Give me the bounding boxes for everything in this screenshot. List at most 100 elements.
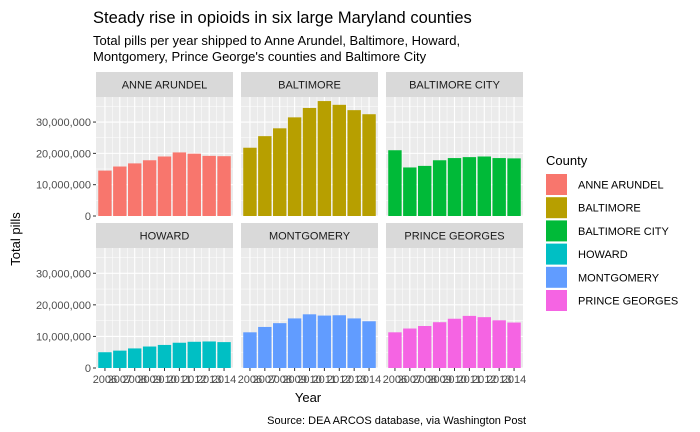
- bar: [202, 341, 216, 368]
- bar: [273, 128, 287, 216]
- legend-key: [546, 266, 567, 288]
- facet-strip-label: ANNE ARUNDEL: [122, 80, 208, 92]
- bar: [258, 136, 272, 216]
- bar: [447, 318, 462, 368]
- x-tick-label: 2010: [152, 374, 176, 386]
- legend-label: MONTGOMERY: [578, 272, 660, 284]
- facet-strip-label: BALTIMORE: [278, 80, 341, 92]
- x-axis-title: Year: [295, 390, 322, 405]
- bars: [388, 315, 521, 368]
- x-tick-label: 2009: [137, 374, 161, 386]
- bar: [128, 163, 142, 216]
- bars: [98, 341, 231, 368]
- bar: [317, 101, 332, 216]
- x-tick-label: 2012: [472, 374, 496, 386]
- legend-key: [546, 290, 567, 311]
- bar: [462, 157, 477, 216]
- bar: [388, 150, 402, 216]
- legend-title: County: [546, 153, 588, 168]
- legend-key: [546, 220, 567, 242]
- x-tick-label: 2007: [398, 374, 422, 386]
- legend-key: [546, 174, 567, 195]
- y-tick-label: 10,000,000: [36, 180, 91, 192]
- bar: [157, 156, 172, 216]
- bar: [403, 328, 417, 368]
- bar: [258, 326, 272, 368]
- bar: [98, 352, 112, 368]
- bars: [243, 314, 376, 368]
- bar: [477, 156, 491, 216]
- y-tick-label: 30,000,000: [36, 268, 91, 280]
- facet-strip: [241, 223, 378, 248]
- bar: [243, 147, 257, 216]
- bar: [317, 315, 332, 368]
- bar: [403, 167, 417, 216]
- bar: [273, 323, 287, 368]
- bar: [492, 158, 506, 216]
- bar: [418, 165, 432, 216]
- facet-strip: [241, 72, 378, 97]
- x-tick-label: 2011: [458, 374, 482, 386]
- x-tick-label: 2010: [297, 374, 321, 386]
- bar: [347, 318, 361, 368]
- x-tick-label: 2010: [442, 374, 466, 386]
- x-tick-label: 2007: [108, 374, 132, 386]
- chart-subtitle-line-1: Total pills per year shipped to Anne Aru…: [93, 33, 460, 48]
- bar: [142, 160, 157, 216]
- bar: [142, 346, 157, 368]
- facet-baltimore: BALTIMORE: [241, 72, 378, 217]
- bar: [432, 322, 447, 368]
- legend-label: BALTIMORE: [578, 203, 641, 215]
- facet-strip: [96, 72, 233, 97]
- x-tick-label: 2013: [487, 374, 511, 386]
- y-tick-label: 30,000,000: [36, 117, 91, 129]
- bar: [447, 158, 462, 216]
- chart-subtitle-line-2: Montgomery, Prince George's counties and…: [93, 49, 427, 64]
- facet-strip-label: HOWARD: [140, 231, 190, 243]
- x-tick-label: 2013: [342, 374, 366, 386]
- bar: [507, 158, 521, 216]
- legend-key: [546, 243, 567, 265]
- bar: [217, 342, 231, 368]
- bar: [332, 315, 346, 368]
- x-tick-label: 2012: [327, 374, 351, 386]
- x-tick-label: 2009: [427, 374, 451, 386]
- facet-howard: HOWARD: [96, 223, 233, 369]
- facet-prince-georges: PRINCE GEORGES: [386, 223, 523, 369]
- facet-baltimore-city: BALTIMORE CITY: [386, 72, 523, 217]
- chart-caption: Source: DEA ARCOS database, via Washingt…: [267, 415, 526, 427]
- y-axis-title: Total pills: [8, 212, 23, 266]
- bar: [217, 156, 231, 216]
- x-tick-label: 2009: [282, 374, 306, 386]
- x-tick-label: 2007: [253, 374, 277, 386]
- x-tick-label: 2011: [168, 374, 192, 386]
- legend: County ANNE ARUNDEL BALTIMORE BALTIMORE CI…: [546, 153, 678, 311]
- facet-strip-label: BALTIMORE CITY: [409, 80, 501, 92]
- bar: [507, 322, 521, 368]
- bar: [287, 117, 302, 216]
- bar: [172, 152, 187, 216]
- x-tick-label: 2011: [313, 374, 337, 386]
- bar: [332, 104, 346, 216]
- bar: [157, 344, 172, 368]
- x-tick-label: 2006: [93, 374, 117, 386]
- y-axis-ticks: 0 10,000,000 20,000,000 30,000,000 0 10,000,0…: [36, 117, 96, 375]
- x-tick-label: 2008: [122, 374, 146, 386]
- bars: [388, 150, 521, 216]
- x-tick-label: 2008: [412, 374, 436, 386]
- bar: [418, 326, 432, 368]
- chart-title: Steady rise in opioids in six large Mary…: [93, 9, 472, 27]
- bar: [202, 155, 216, 216]
- legend-label: BALTIMORE CITY: [578, 226, 670, 238]
- bar: [187, 153, 201, 216]
- bar: [243, 332, 257, 368]
- gridlines: [96, 248, 233, 369]
- x-tick-label: 2006: [238, 374, 262, 386]
- y-tick-label: 10,000,000: [36, 331, 91, 343]
- facet-montgomery: MONTGOMERY: [241, 223, 378, 369]
- bar: [302, 314, 317, 368]
- bar: [432, 160, 447, 216]
- bar: [287, 318, 302, 368]
- bar: [98, 170, 112, 216]
